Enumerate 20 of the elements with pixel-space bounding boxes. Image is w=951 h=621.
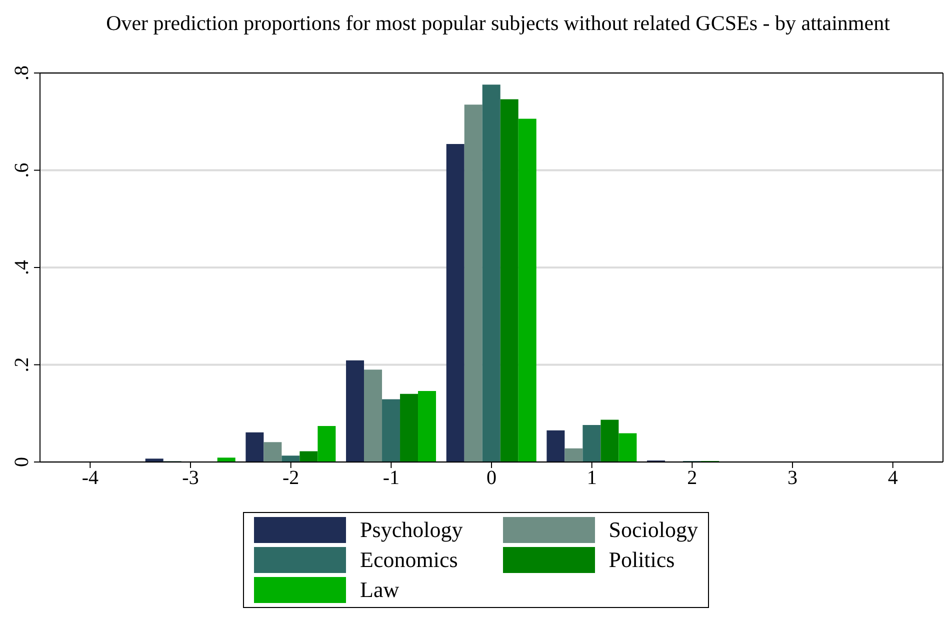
x-tick-label: 0 [486,467,496,490]
legend-label: Law [360,577,400,603]
x-tick-label: -3 [182,467,199,490]
legend-label: Politics [608,547,675,573]
y-tick-label: .2 [11,357,33,372]
y-tick-label: .6 [11,162,33,178]
x-tick-label: 2 [687,467,698,490]
x-tick-label: 3 [788,467,798,490]
x-tick-label: -1 [382,467,400,490]
x-tick-label: 1 [586,467,597,490]
chart-title: Over prediction proportions for most popular subjects without related GCSEs - by attainment [105,10,891,37]
y-tick-label: .4 [11,260,33,275]
legend-label: Psychology [360,517,463,543]
x-tick-label: -2 [282,467,300,490]
x-tick-label: 4 [888,467,898,490]
legend-label: Sociology [608,517,698,543]
x-tick-label: -4 [82,467,99,490]
y-tick-label: .8 [11,66,33,80]
y-tick-label: 0 [11,457,33,467]
legend-label: Economics [360,547,458,573]
